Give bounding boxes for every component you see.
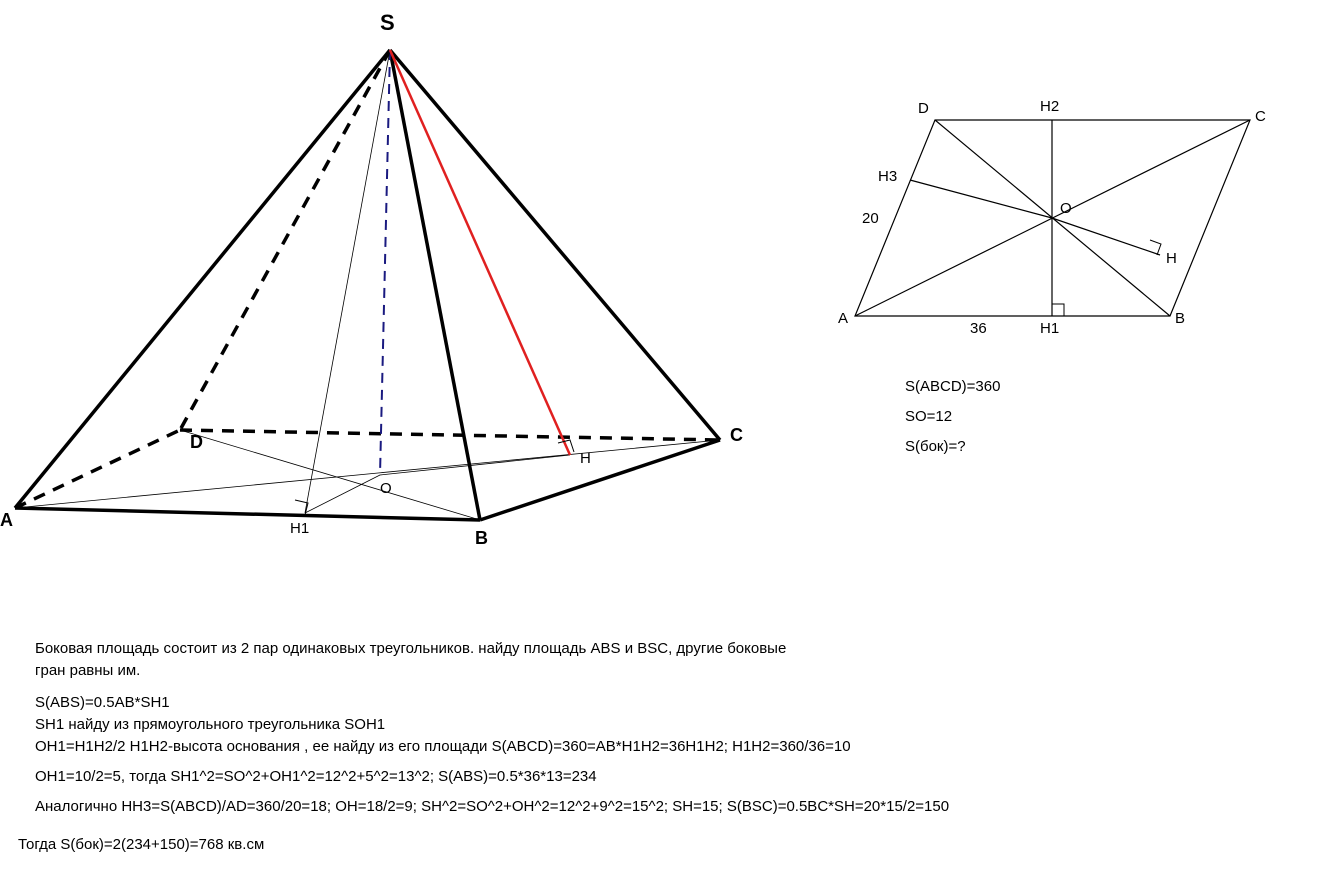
edge-AB bbox=[15, 508, 480, 520]
plan-H3O bbox=[910, 180, 1052, 218]
edge-SD bbox=[180, 50, 390, 430]
sol-7: Аналогично HH3=S(ABCD)/AD=360/20=18; OH=… bbox=[35, 798, 949, 815]
sol-8: Тогда S(бок)=2(234+150)=768 кв.см bbox=[18, 836, 264, 853]
edge-AD bbox=[15, 430, 180, 508]
sol-1: Боковая площадь состоит из 2 пар одинако… bbox=[35, 640, 786, 657]
seg-SH-red bbox=[390, 50, 570, 455]
label-A: A bbox=[0, 510, 13, 531]
plan-label-H2: H2 bbox=[1040, 98, 1059, 115]
given-3: S(бок)=? bbox=[905, 438, 966, 455]
sol-3: S(ABS)=0.5AB*SH1 bbox=[35, 694, 170, 711]
diag-BD bbox=[180, 430, 480, 520]
label-D: D bbox=[190, 432, 203, 453]
plan-label-O: O bbox=[1060, 200, 1072, 217]
plan-label-H3: H3 bbox=[878, 168, 897, 185]
label-H: H bbox=[580, 450, 591, 467]
seg-SH1 bbox=[305, 50, 390, 513]
seg-OH bbox=[380, 455, 570, 475]
label-B: B bbox=[475, 528, 488, 549]
label-O: O bbox=[380, 480, 392, 497]
edge-DC bbox=[180, 430, 720, 440]
given-2: SO=12 bbox=[905, 408, 952, 425]
plan-ra-H1 bbox=[1052, 304, 1064, 316]
sol-6: OH1=10/2=5, тогда SH1^2=SO^2+OH1^2=12^2+… bbox=[35, 768, 597, 785]
given-1: S(ABCD)=360 bbox=[905, 378, 1000, 395]
plan-side-AD: 20 bbox=[862, 210, 879, 227]
plan-label-H: H bbox=[1166, 250, 1177, 267]
plan-side-AB: 36 bbox=[970, 320, 987, 337]
edge-SB bbox=[390, 50, 480, 520]
edge-BC bbox=[480, 440, 720, 520]
sol-2: гран равны им. bbox=[35, 662, 140, 679]
sol-5: OH1=H1H2/2 H1H2-высота основания , ее на… bbox=[35, 738, 851, 755]
label-C: C bbox=[730, 425, 743, 446]
altitude-SO bbox=[380, 50, 390, 475]
plan-label-B: B bbox=[1175, 310, 1185, 327]
plan-label-C: C bbox=[1255, 108, 1266, 125]
label-H1: H1 bbox=[290, 520, 309, 537]
seg-OH1 bbox=[305, 475, 380, 513]
sol-4: SH1 найду из прямоугольного треугольника… bbox=[35, 716, 385, 733]
plan-label-H1: H1 bbox=[1040, 320, 1059, 337]
diagram-canvas: S A B C D O H H1 A B C D O H1 H2 H3 H 20… bbox=[0, 0, 1322, 888]
plan-OH bbox=[1052, 218, 1160, 255]
plan-label-D: D bbox=[918, 100, 929, 117]
plan-label-A: A bbox=[838, 310, 848, 327]
edge-SC bbox=[390, 50, 720, 440]
label-S: S bbox=[380, 10, 395, 36]
